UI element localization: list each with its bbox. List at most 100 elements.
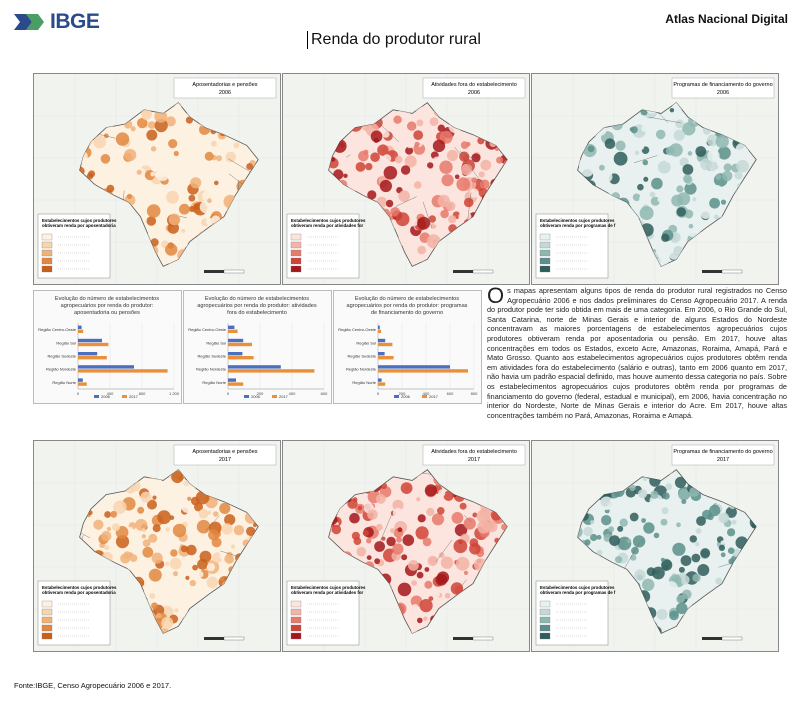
chart-bar <box>78 378 83 382</box>
chart-tick-label: 0 <box>77 391 80 396</box>
chart-bar <box>378 342 393 347</box>
chart-aposentadoria: Evolução do número de estabelecimentos ag… <box>33 290 182 404</box>
chart-bar <box>378 329 381 333</box>
chart-legend-swatch <box>244 395 249 398</box>
ibge-logo-text: IBGE <box>50 10 100 33</box>
svg-text:Estabelecimentos cujos produto: Estabelecimentos cujos produtores <box>42 218 117 223</box>
chart-category-label: Região Sudeste <box>198 354 227 359</box>
chart-legend-label: 2006 <box>101 394 111 399</box>
chart-bar <box>228 365 281 369</box>
chart-category-label: Região Centro-Oeste <box>338 327 377 332</box>
chart-tick-label: 200 <box>399 391 406 396</box>
chart-category-label: Região Centro-Oeste <box>38 327 77 332</box>
chart-tick-label: 0 <box>227 391 230 396</box>
chart-category-label: Região Norte <box>202 380 226 385</box>
chart-tick-label: 0 <box>377 391 380 396</box>
chart-title-line: aposentadoria ou pensões <box>74 310 140 316</box>
chart-bar <box>228 329 238 333</box>
svg-text:obtiveram renda por aposentado: obtiveram renda por aposentadoria <box>42 223 116 228</box>
chart-category-label: Região Nordeste <box>46 367 77 372</box>
ibge-logo-icon <box>14 14 44 30</box>
svg-text:2017: 2017 <box>219 457 231 463</box>
chart-bar <box>78 342 109 347</box>
chart-legend-label: 2006 <box>401 394 411 399</box>
svg-text:2006: 2006 <box>717 90 729 96</box>
chart-tick-label: 800 <box>471 391 478 396</box>
chart-bar <box>228 338 244 343</box>
map-programas-2017: Programas de financiamento do governo 201… <box>531 440 779 652</box>
chart-bar <box>78 338 102 343</box>
chart-category-label: Região Norte <box>52 380 76 385</box>
chart-title-line: agropecuários por renda do produtor: ati… <box>197 303 317 309</box>
atlas-title: Atlas Nacional Digital <box>665 12 788 26</box>
map-atividades-2017: Atividades fora do estabelecimento 2017 Es… <box>282 440 530 652</box>
svg-text:Estabelecimentos cujos produto: Estabelecimentos cujos produtores <box>540 218 615 223</box>
chart-tick-label: 1 200 <box>169 391 180 396</box>
chart-legend-swatch <box>272 395 277 398</box>
chart-bar <box>78 356 107 360</box>
chart-category-label: Região Sul <box>356 340 376 345</box>
svg-text:2017: 2017 <box>468 457 480 463</box>
chart-legend-label: 2017 <box>129 394 139 399</box>
chart-bar <box>378 352 385 356</box>
chart-bar <box>378 365 450 369</box>
chart-title-line: agropecuários por renda do produtor: <box>61 303 154 309</box>
chart-legend-label: 2006 <box>251 394 261 399</box>
chart-title-line: agropecuários por renda do produtor: pro… <box>347 303 468 309</box>
chart-title-line: fora do estabelecimento <box>227 310 287 316</box>
chart-bar <box>378 382 386 386</box>
chart-category-label: Região Centro-Oeste <box>188 327 227 332</box>
chart-bar <box>78 329 84 333</box>
chart-category-label: Região Sul <box>206 340 226 345</box>
svg-text:obtiveram renda por aposentado: obtiveram renda por aposentadoria <box>42 590 116 595</box>
chart-legend-label: 2017 <box>279 394 289 399</box>
chart-category-label: Região Nordeste <box>196 367 227 372</box>
chart-bar <box>228 369 315 373</box>
chart-legend-swatch <box>94 395 99 398</box>
svg-text:Estabelecimentos cujos produto: Estabelecimentos cujos produtores <box>291 585 366 590</box>
chart-bar <box>78 325 82 329</box>
chart-tick-label: 600 <box>321 391 328 396</box>
chart-legend-swatch <box>394 395 399 398</box>
svg-text:obtiveram renda por atividades: obtiveram renda por atividades for <box>291 223 364 228</box>
chart-bar <box>78 352 98 356</box>
svg-text:2006: 2006 <box>219 90 231 96</box>
source-footer: Fonte:IBGE, Censo Agropecuário 2006 e 20… <box>14 681 172 690</box>
chart-bar <box>78 365 134 369</box>
svg-text:Estabelecimentos cujos produto: Estabelecimentos cujos produtores <box>540 585 615 590</box>
chart-bar <box>228 378 236 382</box>
map-programas-2006: Programas de financiamento do governo 200… <box>531 73 779 285</box>
chart-legend-swatch <box>422 395 427 398</box>
chart-bar <box>378 356 394 360</box>
chart-tick-label: 400 <box>423 391 430 396</box>
chart-category-label: Região Nordeste <box>346 367 377 372</box>
ibge-logo: IBGE <box>12 10 100 34</box>
chart-category-label: Região Sul <box>56 340 76 345</box>
svg-text:Programas de financiamento do: Programas de financiamento do governo <box>673 449 772 455</box>
chart-bar <box>228 352 243 356</box>
map-aposentadoria-2006: Aposentadorias e pensões 2006 Estabelecime… <box>33 73 281 285</box>
svg-text:obtiveram renda por programas: obtiveram renda por programas de f <box>540 590 616 595</box>
chart-bar <box>378 338 386 343</box>
chart-bar <box>78 382 87 386</box>
chart-bar <box>228 342 252 347</box>
chart-tick-label: 600 <box>447 391 454 396</box>
chart-tick-label: 200 <box>257 391 264 396</box>
svg-text:Atividades fora do estabelecim: Atividades fora do estabelecimento <box>431 82 517 88</box>
chart-tick-label: 400 <box>289 391 296 396</box>
svg-text:obtiveram renda por atividades: obtiveram renda por atividades for <box>291 590 364 595</box>
chart-bar <box>228 325 235 329</box>
chart-bar <box>78 369 168 373</box>
chart-bar <box>378 369 468 373</box>
page-title: Renda do produtor rural <box>307 31 481 49</box>
chart-bar <box>228 356 254 360</box>
chart-legend-swatch <box>122 395 127 398</box>
chart-legend-label: 2017 <box>429 394 439 399</box>
dropcap: O <box>487 283 505 308</box>
svg-text:Aposentadorias e pensões: Aposentadorias e pensões <box>192 82 257 88</box>
svg-text:obtiveram renda por programas: obtiveram renda por programas de f <box>540 223 616 228</box>
chart-tick-label: 800 <box>139 391 146 396</box>
description-body: s mapas apresentam alguns tipos de renda… <box>487 286 787 420</box>
svg-text:Atividades fora do estabelecim: Atividades fora do estabelecimento <box>431 449 517 455</box>
